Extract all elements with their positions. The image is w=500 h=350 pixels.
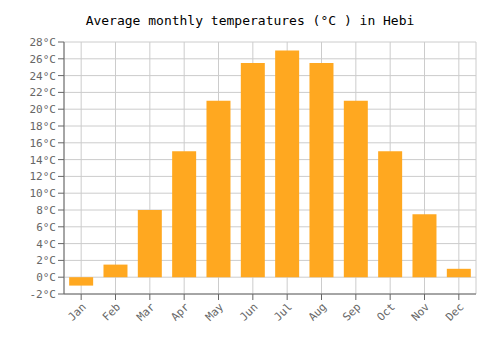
- svg-text:Jun: Jun: [237, 300, 260, 323]
- svg-text:Mar: Mar: [134, 300, 158, 324]
- svg-text:Dec: Dec: [443, 300, 466, 323]
- svg-text:6°C: 6°C: [36, 221, 56, 234]
- svg-text:2°C: 2°C: [36, 254, 56, 267]
- svg-text:8°C: 8°C: [36, 204, 56, 217]
- svg-text:22°C: 22°C: [30, 86, 57, 99]
- svg-text:24°C: 24°C: [30, 70, 57, 83]
- svg-text:Feb: Feb: [100, 300, 123, 323]
- svg-text:10°C: 10°C: [30, 187, 57, 200]
- svg-text:0°C: 0°C: [36, 271, 56, 284]
- svg-text:28°C: 28°C: [30, 36, 57, 49]
- svg-text:26°C: 26°C: [30, 53, 57, 66]
- svg-text:14°C: 14°C: [30, 154, 57, 167]
- svg-text:12°C: 12°C: [30, 170, 57, 183]
- svg-text:4°C: 4°C: [36, 238, 56, 251]
- svg-text:Jul: Jul: [272, 300, 295, 323]
- svg-text:Sep: Sep: [340, 300, 363, 323]
- svg-text:-2°C: -2°C: [30, 288, 57, 301]
- html-text:Average monthly temperatures (: Average monthly temperatures (°C ) in He…: [85, 13, 415, 28]
- svg-text:Oct: Oct: [375, 300, 398, 323]
- svg-text:May: May: [203, 300, 227, 324]
- svg-text:Jan: Jan: [66, 300, 89, 323]
- svg-text:Nov: Nov: [409, 300, 433, 324]
- svg-text:Apr: Apr: [169, 300, 193, 324]
- svg-text:Aug: Aug: [306, 300, 329, 323]
- svg-text:20°C: 20°C: [30, 103, 57, 116]
- svg-text:16°C: 16°C: [30, 137, 57, 150]
- svg-text:18°C: 18°C: [30, 120, 57, 133]
